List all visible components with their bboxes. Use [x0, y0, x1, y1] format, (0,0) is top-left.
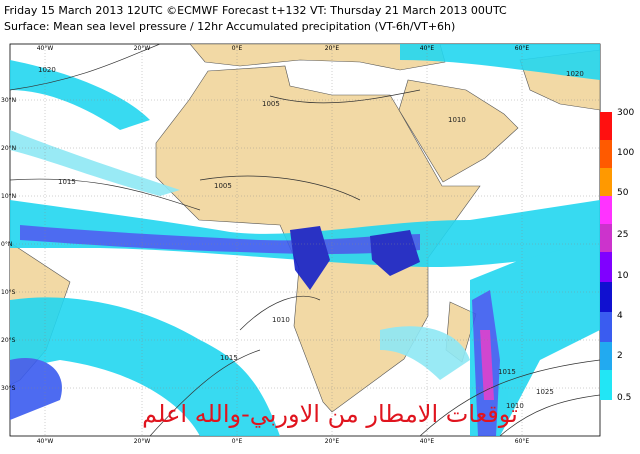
legend-label: 50 — [617, 188, 629, 198]
contour-label: 1015 — [58, 178, 76, 186]
lon-label: 40°W — [37, 438, 54, 445]
color-legend: 300 100 50 25 10 4 2 0.5 — [600, 108, 634, 403]
graticule — [10, 44, 600, 436]
lon-label: 20°E — [325, 45, 340, 52]
map: 1020 1015 1005 1005 1010 1010 1015 1015 1010 1020… — [9, 43, 601, 437]
header-line: Surface: Mean sea level pressure / 12hr … — [4, 20, 455, 33]
lon-label: 0°E — [232, 438, 243, 445]
lon-label: 0°E — [232, 45, 243, 52]
lat-label: 10°S — [1, 289, 16, 296]
legend-label: 0.5 — [617, 393, 631, 403]
lon-label: 40°E — [420, 438, 435, 445]
lon-label: 20°W — [134, 45, 151, 52]
legend-label: 4 — [617, 311, 623, 321]
legend-swatch — [600, 312, 612, 342]
contour-label: 1015 — [498, 368, 516, 376]
legend-label: 100 — [617, 148, 634, 158]
legend-label: 25 — [617, 230, 628, 240]
precipitation — [10, 44, 600, 436]
lat-label: 10°N — [1, 193, 16, 200]
legend-swatch — [600, 140, 612, 168]
land — [398, 79, 519, 183]
legend-swatch — [600, 252, 612, 282]
watermark: توقعات الامطار من الاوربي-والله اعلم — [142, 400, 518, 428]
map-layers — [10, 44, 600, 436]
legend-swatch — [600, 282, 612, 312]
lon-label: 20°E — [325, 438, 340, 445]
legend-swatch — [600, 370, 612, 400]
lat-label: 30°S — [1, 385, 16, 392]
contour-label: 1015 — [220, 354, 238, 362]
legend-label: 2 — [617, 351, 623, 361]
contour-label: 1020 — [38, 66, 56, 74]
lon-label: 40°E — [420, 45, 435, 52]
contour-label: 1025 — [536, 388, 554, 396]
contour-label: 1010 — [506, 402, 524, 410]
lon-label: 20°W — [134, 438, 151, 445]
contour-label: 1005 — [214, 182, 232, 190]
lon-label: 60°E — [515, 45, 530, 52]
legend-swatch — [600, 342, 612, 370]
legend-swatch — [600, 112, 612, 140]
contour-label: 1010 — [272, 316, 290, 324]
lat-label: 20°S — [1, 337, 16, 344]
legend-swatch — [600, 168, 612, 196]
legend-swatch — [600, 224, 612, 252]
lat-label: 30°N — [1, 97, 16, 104]
lon-label: 40°W — [37, 45, 54, 52]
lat-label: 20°N — [1, 145, 16, 152]
contour-label: 1020 — [566, 70, 584, 78]
legend-label: 300 — [617, 108, 634, 118]
legend-label: 10 — [617, 271, 629, 281]
lon-label: 60°E — [515, 438, 530, 445]
contour-label: 1010 — [448, 116, 466, 124]
isobars — [10, 44, 600, 436]
contour-label: 1005 — [262, 100, 280, 108]
header-line: Friday 15 March 2013 12UTC ©ECMWF Foreca… — [4, 4, 507, 17]
lat-label: 0°N — [1, 241, 12, 248]
legend-swatch — [600, 196, 612, 224]
